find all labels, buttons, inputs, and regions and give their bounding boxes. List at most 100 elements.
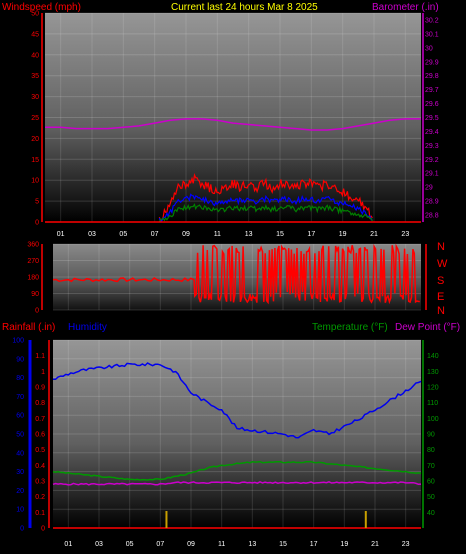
tick-label: 0	[41, 526, 45, 533]
x-tick-label: 13	[248, 541, 256, 548]
tick-label: 20	[16, 488, 24, 495]
tick-label: 0.3	[35, 479, 45, 486]
tick-label: 90	[16, 356, 24, 363]
tick-label: 28.9	[425, 199, 439, 206]
x-tick-label: 21	[370, 231, 378, 238]
temperature-series-line	[52, 460, 422, 481]
compass-letter: E	[437, 291, 444, 303]
compass-letter: N	[437, 305, 445, 317]
tick-label: 60	[427, 479, 435, 486]
humidity-series-line	[53, 362, 422, 439]
tick-label: 10	[16, 507, 24, 514]
tick-label: 60	[16, 413, 24, 420]
tick-label: 28.8	[425, 213, 439, 220]
wind-gust-series-line	[158, 173, 373, 223]
temp-hum-plot-area	[53, 340, 421, 528]
tick-label: 50	[16, 432, 24, 439]
tick-label: 100	[427, 416, 439, 423]
tick-label: 270	[27, 258, 39, 265]
tick-label: 0.1	[35, 510, 45, 517]
x-tick-label: 23	[402, 541, 410, 548]
x-tick-label: 09	[182, 231, 190, 238]
dewpoint-series-line	[52, 480, 422, 486]
wind-low-series-line	[158, 203, 373, 223]
tick-label: 15	[31, 157, 39, 164]
tick-label: 0	[35, 308, 39, 315]
tick-label: 0.6	[35, 432, 45, 439]
barometer-series-line	[45, 118, 421, 131]
tick-label: 29.7	[425, 87, 439, 94]
tick-label: 0.4	[35, 463, 45, 470]
tick-label: 10	[31, 178, 39, 185]
tick-label: 100	[12, 338, 24, 345]
rainfall-axis-label: Rainfall (.in)	[2, 322, 55, 333]
tick-label: 80	[16, 375, 24, 382]
barometer-axis-label: Barometer (.in)	[372, 2, 439, 13]
x-tick-label: 07	[151, 231, 159, 238]
x-tick-label: 05	[119, 231, 127, 238]
tick-label: 29.5	[425, 115, 439, 122]
x-tick-label: 17	[310, 541, 318, 548]
x-tick-label: 03	[88, 231, 96, 238]
tick-label: 20	[31, 136, 39, 143]
x-tick-label: 19	[340, 541, 348, 548]
tick-label: 25	[31, 115, 39, 122]
tick-label: 30	[425, 45, 433, 52]
wind-direction-series-line	[52, 243, 420, 305]
x-tick-label: 07	[156, 541, 164, 548]
humidity-axis-label: Humidity	[68, 322, 107, 333]
tick-label: 50	[427, 494, 435, 501]
x-tick-label: 01	[57, 231, 65, 238]
x-tick-label: 15	[279, 541, 287, 548]
tick-label: 30.1	[425, 31, 439, 38]
x-tick-label: 03	[95, 541, 103, 548]
windspeed-axis-label: Windspeed (mph)	[2, 2, 81, 13]
tick-label: 70	[16, 394, 24, 401]
tick-label: 29.1	[425, 171, 439, 178]
tick-label: 29.3	[425, 143, 439, 150]
x-tick-label: 17	[307, 231, 315, 238]
tick-label: 40	[31, 52, 39, 59]
tick-label: 30	[31, 94, 39, 101]
compass-letter: W	[437, 258, 448, 270]
tick-label: 110	[427, 400, 438, 407]
tick-label: 140	[427, 353, 439, 360]
tick-label: 35	[31, 73, 39, 80]
x-tick-label: 21	[371, 541, 379, 548]
x-tick-label: 09	[187, 541, 195, 548]
tick-label: 0.5	[35, 447, 45, 454]
tick-label: 29.2	[425, 157, 439, 164]
tick-label: 180	[27, 275, 39, 282]
tick-label: 0	[20, 526, 24, 533]
x-tick-label: 11	[218, 541, 225, 548]
x-tick-label: 05	[126, 541, 134, 548]
tick-label: 1.1	[35, 353, 45, 360]
tick-label: 29.6	[425, 101, 439, 108]
tick-label: 360	[27, 242, 39, 249]
x-tick-label: 11	[214, 231, 221, 238]
tick-label: 1	[41, 369, 45, 376]
x-tick-label: 19	[339, 231, 347, 238]
x-tick-label: 01	[64, 541, 72, 548]
tick-label: 5	[35, 199, 39, 206]
tick-label: 30	[16, 469, 24, 476]
tick-label: 120	[427, 385, 439, 392]
x-tick-label: 15	[276, 231, 284, 238]
compass-letter: N	[437, 241, 445, 253]
tick-label: 50	[31, 11, 39, 18]
wind-average-series-line	[158, 193, 373, 223]
tick-label: 0	[35, 220, 39, 227]
tick-label: 40	[427, 510, 435, 517]
tick-label: 29.4	[425, 129, 439, 136]
tick-label: 29.8	[425, 73, 439, 80]
temperature-axis-label: Temperature (°F)	[312, 322, 388, 333]
x-tick-label: 13	[245, 231, 253, 238]
tick-label: 30.2	[425, 17, 439, 24]
x-tick-label: 23	[401, 231, 409, 238]
tick-label: 0.7	[35, 416, 45, 423]
tick-label: 90	[31, 291, 39, 298]
tick-label: 0.9	[35, 385, 45, 392]
tick-label: 0.8	[35, 400, 45, 407]
